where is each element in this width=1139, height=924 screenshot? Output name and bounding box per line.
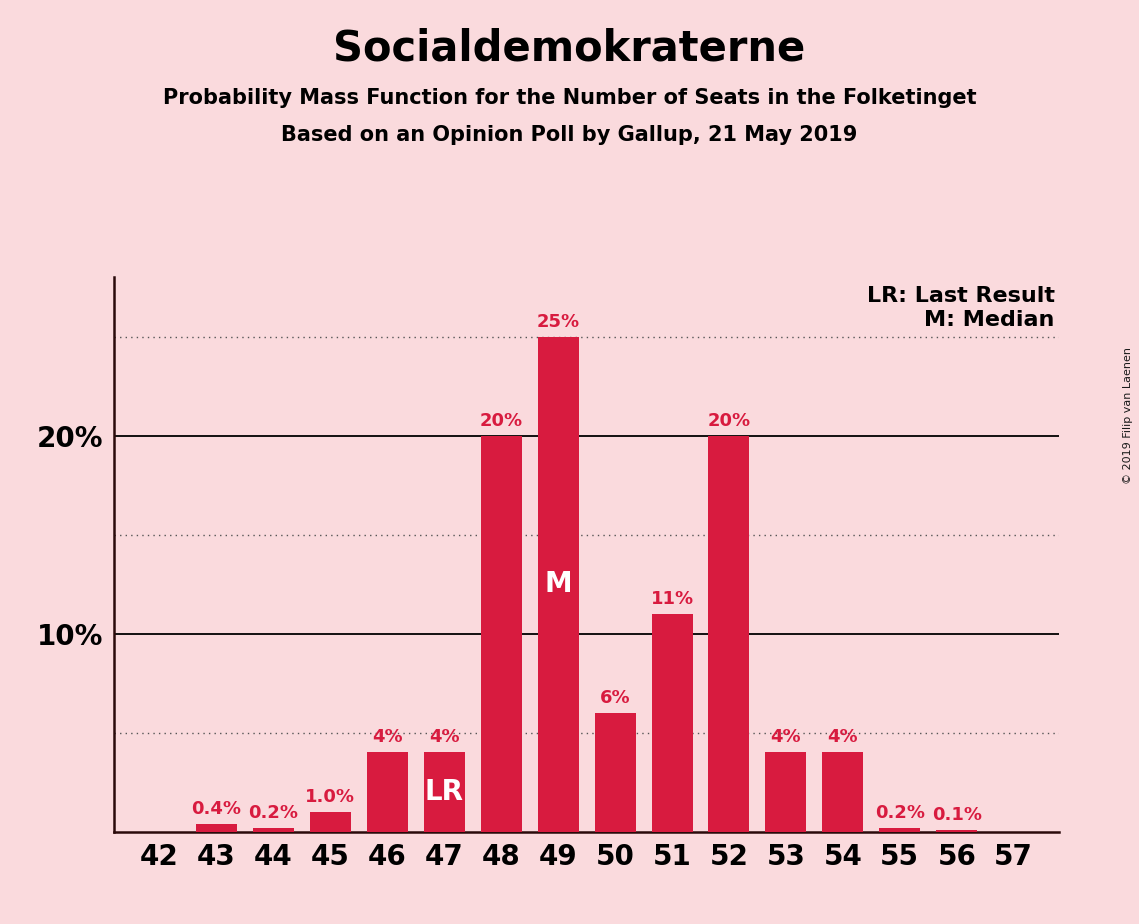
Text: LR: LR (425, 778, 464, 806)
Text: 20%: 20% (480, 412, 523, 430)
Bar (196, 823, 237, 832)
Bar (538, 336, 579, 832)
Bar (424, 752, 465, 832)
Text: 0.4%: 0.4% (191, 800, 241, 818)
Text: 20%: 20% (707, 412, 751, 430)
Bar (879, 828, 920, 832)
Text: © 2019 Filip van Laenen: © 2019 Filip van Laenen (1123, 347, 1133, 484)
Text: M: Median: M: Median (924, 310, 1055, 331)
Bar (595, 712, 636, 832)
Bar (310, 812, 351, 832)
Bar (765, 752, 806, 832)
Text: Probability Mass Function for the Number of Seats in the Folketinget: Probability Mass Function for the Number… (163, 88, 976, 108)
Bar (481, 435, 522, 832)
Bar (652, 614, 693, 832)
Text: 4%: 4% (771, 728, 801, 747)
Text: 11%: 11% (650, 590, 694, 608)
Bar (936, 830, 977, 832)
Text: 4%: 4% (372, 728, 402, 747)
Text: LR: Last Result: LR: Last Result (867, 286, 1055, 306)
Text: Based on an Opinion Poll by Gallup, 21 May 2019: Based on an Opinion Poll by Gallup, 21 M… (281, 125, 858, 145)
Text: 25%: 25% (536, 312, 580, 331)
Bar (253, 828, 294, 832)
Text: 0.2%: 0.2% (875, 804, 925, 821)
Text: 1.0%: 1.0% (305, 788, 355, 806)
Bar (708, 435, 749, 832)
Bar (367, 752, 408, 832)
Text: 0.1%: 0.1% (932, 806, 982, 823)
Text: 6%: 6% (600, 689, 630, 707)
Text: Socialdemokraterne: Socialdemokraterne (334, 28, 805, 69)
Text: 4%: 4% (429, 728, 459, 747)
Bar (822, 752, 863, 832)
Text: 4%: 4% (828, 728, 858, 747)
Text: M: M (544, 570, 572, 598)
Text: 0.2%: 0.2% (248, 804, 298, 821)
